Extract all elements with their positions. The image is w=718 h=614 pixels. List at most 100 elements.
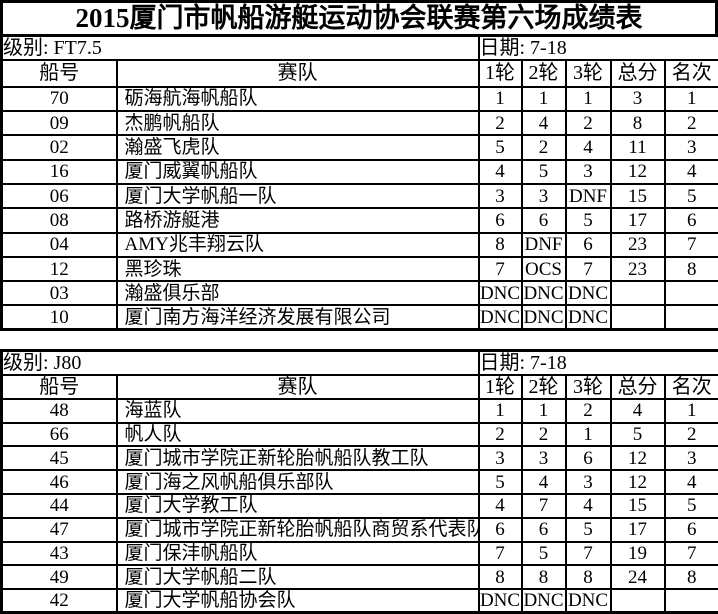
score-cell: 11: [611, 135, 665, 159]
column-header-boat-number: 船号: [2, 375, 117, 399]
score-cell: 4: [566, 135, 611, 159]
score-cell: 6: [665, 208, 718, 232]
team-name-cell: 厦门大学帆船协会队: [117, 589, 479, 613]
date-label: 日期: 7-18: [479, 351, 718, 375]
score-cell: DNC: [522, 305, 566, 329]
score-cell: 2: [566, 399, 611, 423]
score-cell: 23: [611, 257, 665, 281]
meta-row: 级别: J80 日期: 7-18: [2, 351, 718, 375]
team-name-cell: 厦门大学帆船一队: [117, 184, 479, 208]
score-cell: 8: [665, 565, 718, 589]
boat-number-cell: 03: [2, 281, 117, 305]
class-label: 级别: FT7.5: [2, 36, 479, 60]
score-cell: 5: [566, 208, 611, 232]
boat-number-cell: 66: [2, 423, 117, 447]
score-cell: 4: [522, 470, 566, 494]
team-name-cell: 厦门城市学院正新轮胎帆船队商贸系代表队: [117, 518, 479, 542]
score-cell: 12: [611, 446, 665, 470]
score-cell: 1: [479, 399, 522, 423]
column-header-round1: 1轮: [479, 375, 522, 399]
column-header-total: 总分: [611, 60, 665, 87]
score-cell: 4: [665, 470, 718, 494]
team-name-cell: 厦门大学帆船二队: [117, 565, 479, 589]
score-cell: 6: [566, 233, 611, 257]
score-cell: 12: [611, 470, 665, 494]
score-cell: 2: [566, 111, 611, 135]
score-cell: 5: [665, 494, 718, 518]
boat-number-cell: 08: [2, 208, 117, 232]
boat-number-cell: 09: [2, 111, 117, 135]
team-name-cell: 路桥游艇港: [117, 208, 479, 232]
score-cell: 5: [611, 423, 665, 447]
column-header-round1: 1轮: [479, 60, 522, 87]
score-cell: [611, 281, 665, 305]
score-cell: 15: [611, 184, 665, 208]
date-label: 日期: 7-18: [479, 36, 718, 60]
team-name-cell: 厦门保沣帆船队: [117, 542, 479, 566]
score-cell: 7: [479, 257, 522, 281]
score-cell: 5: [522, 160, 566, 184]
column-header-round2: 2轮: [522, 375, 566, 399]
score-cell: 7: [479, 542, 522, 566]
score-cell: DNC: [522, 589, 566, 613]
column-header-team: 赛队: [117, 60, 479, 87]
score-cell: 6: [522, 208, 566, 232]
team-name-cell: 厦门城市学院正新轮胎帆船队教工队: [117, 446, 479, 470]
boat-number-cell: 45: [2, 446, 117, 470]
column-header-team: 赛队: [117, 375, 479, 399]
score-cell: 3: [479, 184, 522, 208]
score-cell: 6: [522, 518, 566, 542]
boat-number-cell: 42: [2, 589, 117, 613]
score-cell: DNC: [479, 305, 522, 329]
score-cell: DNF: [566, 184, 611, 208]
score-cell: [611, 305, 665, 329]
boat-number-cell: 70: [2, 87, 117, 111]
header-row: 船号 赛队 1轮 2轮 3轮 总分 名次: [2, 375, 718, 399]
score-cell: 5: [566, 518, 611, 542]
column-header-round2: 2轮: [522, 60, 566, 87]
score-cell: 3: [522, 446, 566, 470]
score-cell: 2: [665, 423, 718, 447]
score-cell: DNC: [522, 281, 566, 305]
team-name-cell: 厦门大学教工队: [117, 494, 479, 518]
team-name-cell: 海蓝队: [117, 399, 479, 423]
score-cell: DNC: [479, 589, 522, 613]
column-header-total: 总分: [611, 375, 665, 399]
score-cell: 7: [566, 542, 611, 566]
boat-number-cell: 04: [2, 233, 117, 257]
score-cell: 6: [665, 518, 718, 542]
team-name-cell: 瀚盛俱乐部: [117, 281, 479, 305]
team-name-cell: 瀚盛飞虎队: [117, 135, 479, 159]
team-name-cell: 厦门海之风帆船俱乐部队: [117, 470, 479, 494]
score-cell: 3: [522, 184, 566, 208]
score-cell: 7: [522, 494, 566, 518]
score-cell: 2: [522, 423, 566, 447]
results-table-j80: 级别: J80 日期: 7-18 船号 赛队 1轮 2轮 3轮 总分 名次 4 8…: [0, 349, 718, 614]
score-cell: DNC: [566, 305, 611, 329]
score-cell: 8: [479, 233, 522, 257]
score-cell: 6: [479, 208, 522, 232]
score-cell: 8: [566, 565, 611, 589]
score-cell: 7: [566, 257, 611, 281]
score-cell: 12: [611, 160, 665, 184]
score-cell: 1: [522, 87, 566, 111]
score-cell: 8: [479, 565, 522, 589]
score-cell: 3: [566, 470, 611, 494]
class-label: 级别: J80: [2, 351, 479, 375]
score-cell: [665, 589, 718, 613]
score-cell: 2: [479, 423, 522, 447]
team-name-cell: 杰鹏帆船队: [117, 111, 479, 135]
boat-number-cell: 49: [2, 565, 117, 589]
team-name-cell: 厦门威翼帆船队: [117, 160, 479, 184]
